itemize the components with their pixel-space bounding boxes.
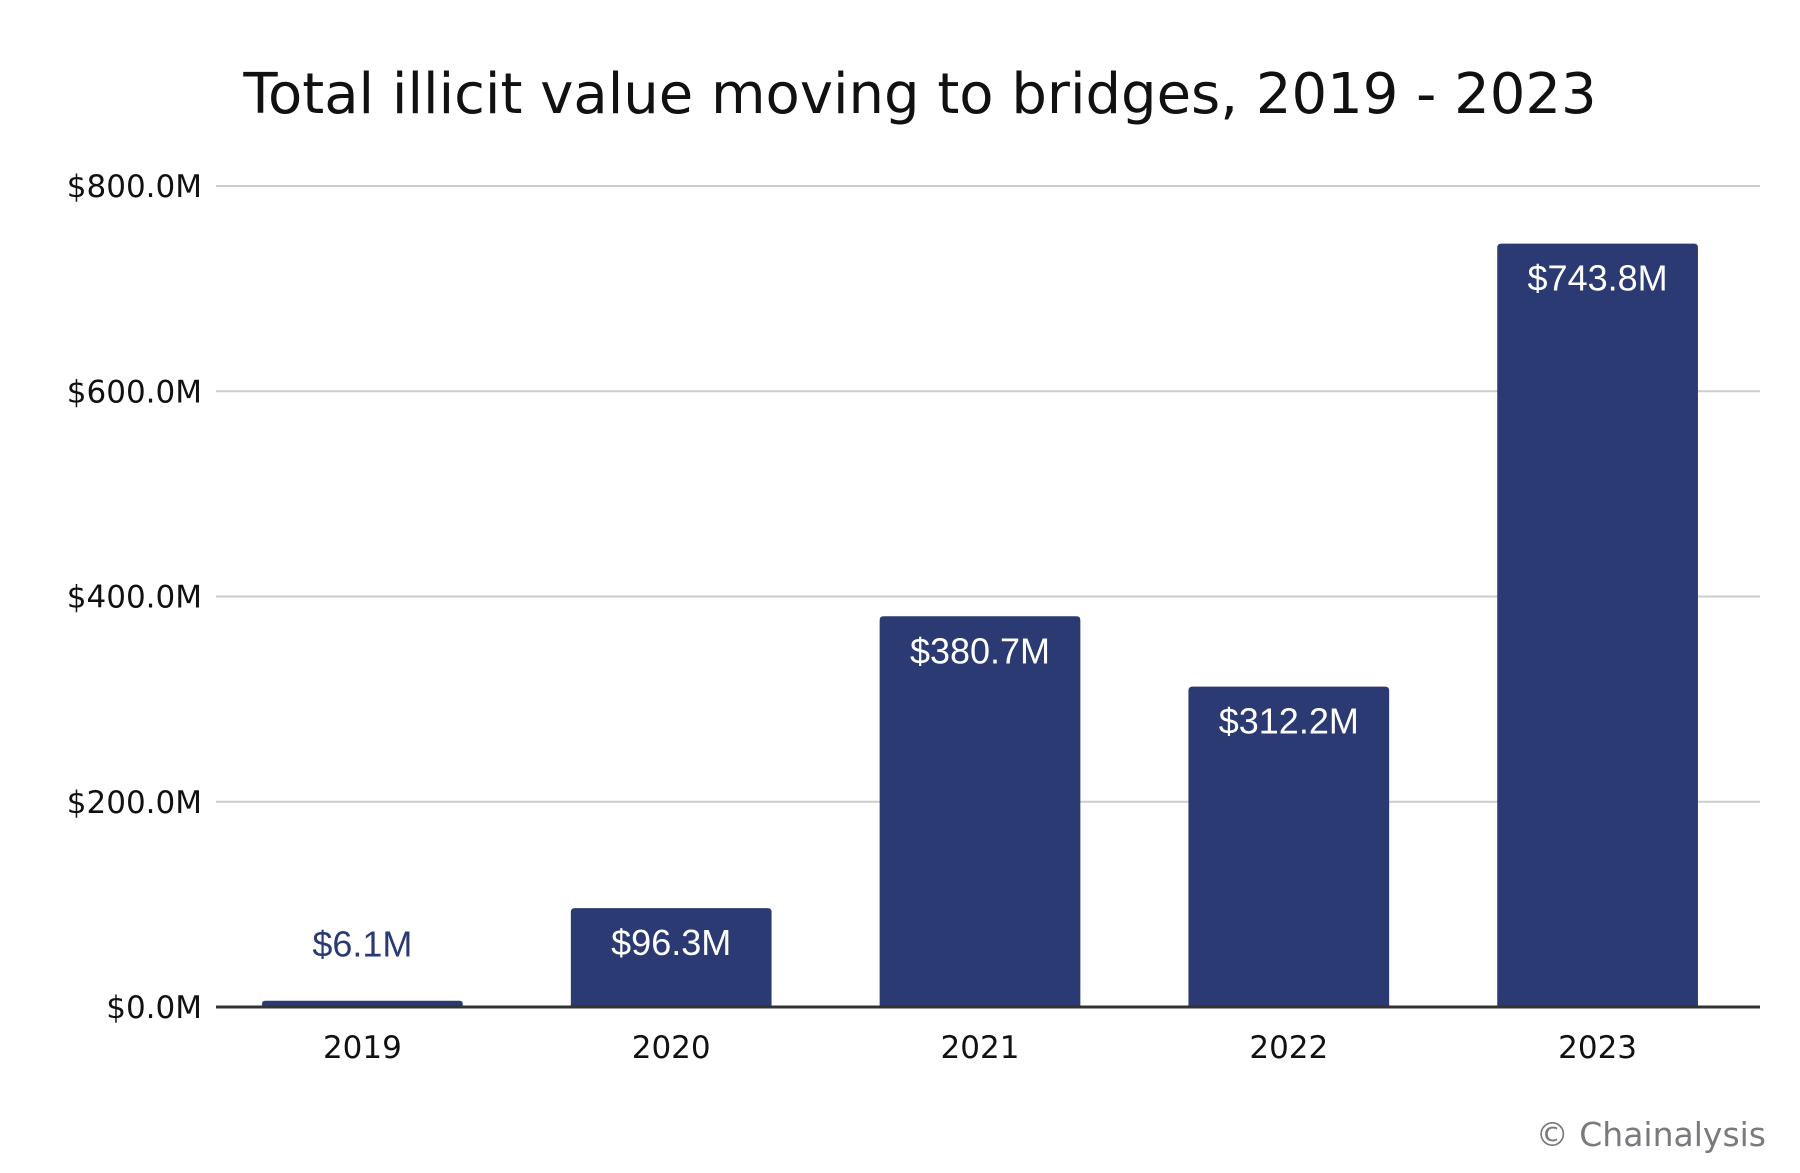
x-axis: 2019 2020 2021 2022 2023	[323, 1030, 1637, 1066]
x-tick-label: 2023	[1558, 1030, 1637, 1066]
x-tick-label: 2021	[941, 1030, 1020, 1066]
bars: $6.1M $96.3M $380.7M $312.2M $743.8M	[262, 243, 1698, 1008]
bar-2021	[879, 616, 1081, 1007]
x-tick-label: 2022	[1249, 1030, 1328, 1066]
bar-2019	[262, 1000, 463, 1007]
data-label: $6.1M	[312, 924, 412, 965]
chainalysis-credit: © Chainalysis	[1536, 1115, 1766, 1154]
chart-title: Total illicit value moving to bridges, 2…	[242, 62, 1596, 127]
data-label: $743.8M	[1528, 258, 1668, 299]
data-label: $380.7M	[910, 630, 1050, 671]
y-tick-label: $800.0M	[67, 169, 202, 205]
y-tick-label: $0.0M	[106, 990, 202, 1026]
bar-2022	[1188, 686, 1390, 1007]
x-tick-label: 2020	[632, 1030, 711, 1066]
y-tick-label: $400.0M	[67, 580, 202, 616]
data-label: $96.3M	[611, 922, 731, 963]
x-tick-label: 2019	[323, 1030, 402, 1066]
bar-2020	[570, 908, 772, 1007]
bar-2023	[1497, 243, 1698, 1008]
y-tick-label: $200.0M	[67, 785, 202, 821]
data-label: $312.2M	[1219, 701, 1359, 742]
y-axis: $0.0M $200.0M $400.0M $600.0M $800.0M	[67, 169, 202, 1026]
y-tick-label: $600.0M	[67, 374, 202, 410]
